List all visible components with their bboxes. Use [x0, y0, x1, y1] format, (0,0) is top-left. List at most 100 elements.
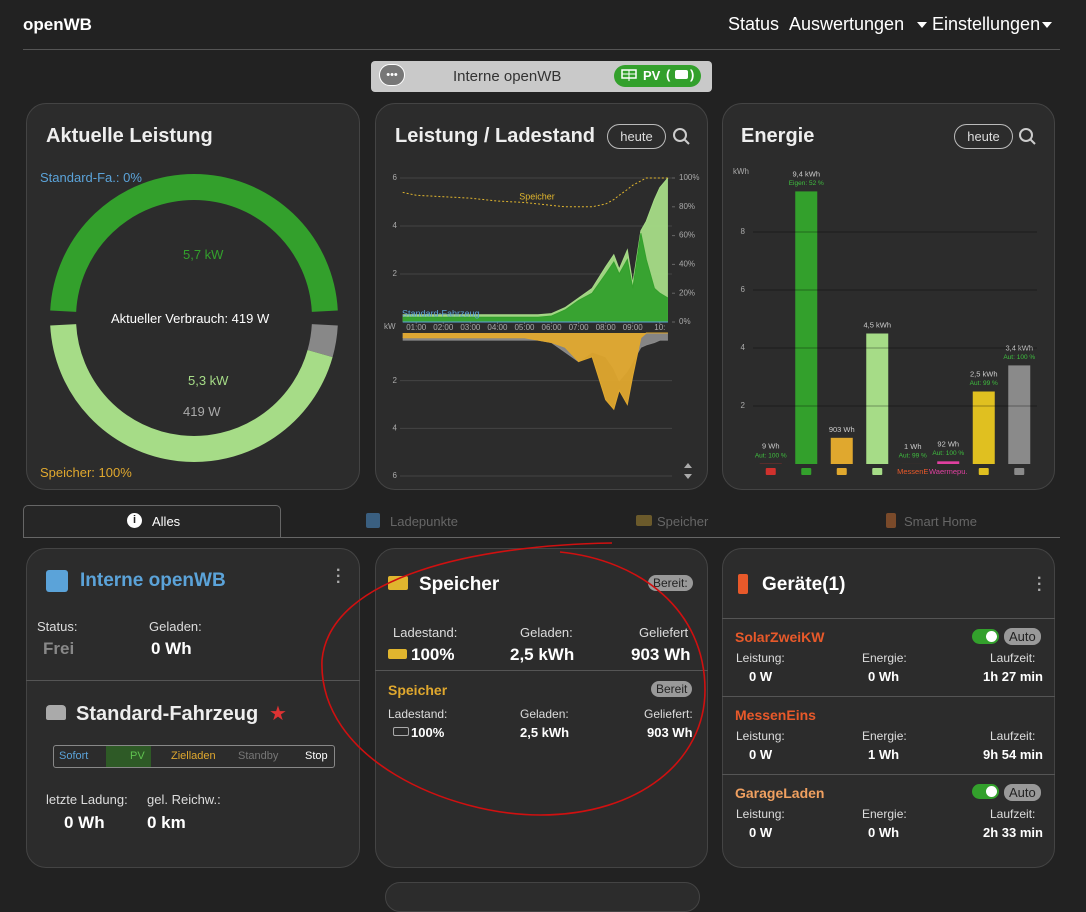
- value: 1h 27 min: [983, 669, 1043, 684]
- mode-badge[interactable]: Auto: [1004, 784, 1041, 801]
- divider: [23, 537, 1060, 538]
- label: Geliefert: [639, 625, 688, 640]
- tab[interactable]: Alles: [152, 514, 180, 529]
- tab[interactable]: Ladepunkte: [390, 514, 458, 529]
- value: 9h 54 min: [983, 747, 1043, 762]
- mode-button[interactable]: Zielladen: [171, 750, 216, 762]
- card-title: Geräte(1): [762, 574, 845, 596]
- nav-link[interactable]: Status: [728, 14, 779, 35]
- mode-button[interactable]: Stop: [305, 750, 328, 762]
- bracket: (: [666, 67, 670, 82]
- label: letzte Ladung:: [46, 792, 128, 807]
- pv-power: 5,7 kW: [183, 247, 223, 262]
- bracket: ): [690, 67, 694, 82]
- label: Status:: [37, 619, 77, 634]
- toggle[interactable]: [972, 784, 999, 799]
- value: 0 W: [749, 825, 772, 840]
- plug-icon: [738, 574, 748, 594]
- value: 903 Wh: [631, 645, 691, 665]
- card: [385, 882, 700, 912]
- nav-link[interactable]: Auswertungen: [789, 14, 904, 35]
- value: 0 W: [749, 669, 772, 684]
- mode-badge[interactable]: Auto: [1004, 628, 1041, 645]
- divider: [375, 670, 708, 671]
- tab-icon: [366, 513, 380, 528]
- status-badge: Bereit: [651, 681, 692, 697]
- date-button[interactable]: heute: [607, 124, 666, 149]
- label: Geliefert:: [644, 707, 693, 721]
- card-title: Standard-Fahrzeug: [76, 703, 258, 726]
- value: 0 Wh: [151, 639, 192, 659]
- chargepoint-name: Interne openWB: [453, 68, 561, 85]
- card-title: Energie: [741, 125, 814, 148]
- toggle[interactable]: [972, 629, 999, 644]
- value: 0 Wh: [868, 825, 899, 840]
- soc-icon: [393, 727, 409, 736]
- label: Leistung:: [736, 729, 785, 743]
- mode: PV: [643, 68, 660, 83]
- label: Laufzeit:: [990, 651, 1035, 665]
- menu-button[interactable]: •••: [379, 64, 405, 86]
- tab[interactable]: Speicher: [657, 514, 708, 529]
- divider: [722, 774, 1055, 775]
- brand[interactable]: openWB: [23, 15, 92, 35]
- date-button[interactable]: heute: [954, 124, 1013, 149]
- value: 0 km: [147, 813, 186, 833]
- label: gel. Reichw.:: [147, 792, 221, 807]
- chargepoint-icon: [46, 570, 68, 592]
- pv-icon: [621, 68, 637, 82]
- card: [375, 103, 708, 490]
- card-title: Interne openWB: [80, 570, 226, 592]
- value: 1 Wh: [868, 747, 899, 762]
- kebab-menu[interactable]: ···: [336, 568, 341, 586]
- divider: [722, 618, 1055, 619]
- label: Laufzeit:: [990, 807, 1035, 821]
- car-icon: [46, 705, 66, 720]
- consumption: Aktueller Verbrauch: 419 W: [111, 311, 269, 326]
- status-badge: Bereit:: [648, 575, 693, 591]
- nav-link[interactable]: Einstellungen: [932, 14, 1040, 35]
- card: [722, 103, 1055, 490]
- value: Frei: [43, 639, 74, 659]
- soc-icon: [388, 649, 407, 659]
- card-title: Aktuelle Leistung: [46, 125, 213, 148]
- label: Geladen:: [520, 625, 573, 640]
- label: Leistung:: [736, 651, 785, 665]
- mode-button[interactable]: Standby: [238, 750, 278, 762]
- device-name: GarageLaden: [735, 785, 824, 801]
- value: 0 Wh: [868, 669, 899, 684]
- device-name: SolarZweiKW: [735, 629, 824, 645]
- mode-button[interactable]: Sofort: [59, 750, 88, 762]
- label: Leistung:: [736, 807, 785, 821]
- value: 0 Wh: [64, 813, 105, 833]
- value: 0 W: [749, 747, 772, 762]
- info-icon: i: [127, 513, 142, 528]
- value: 903 Wh: [647, 725, 693, 740]
- battery-icon: [388, 576, 408, 590]
- label: Ladestand:: [393, 625, 457, 640]
- value: 2,5 kWh: [520, 725, 569, 740]
- tab-icon: [636, 515, 652, 526]
- card-title: Speicher: [419, 574, 499, 596]
- tab[interactable]: Smart Home: [904, 514, 977, 529]
- label: Ladestand:: [388, 707, 447, 721]
- value: 2h 33 min: [983, 825, 1043, 840]
- value: 100%: [411, 645, 454, 665]
- card-title: Leistung / Ladestand: [395, 125, 595, 148]
- label: Laufzeit:: [990, 729, 1035, 743]
- label: Geladen:: [149, 619, 202, 634]
- divider: [26, 680, 360, 681]
- value: 100%: [411, 725, 444, 740]
- battery-name: Speicher: [388, 682, 447, 698]
- mode-button[interactable]: PV: [130, 750, 145, 762]
- vehicle-soc: Standard-Fa.: 0%: [40, 170, 142, 185]
- page: {"navbar":{"brand":"openWB","links":["St…: [0, 0, 1086, 888]
- label: Energie:: [862, 807, 907, 821]
- favorite-icon[interactable]: ★: [269, 701, 287, 726]
- label: Energie:: [862, 729, 907, 743]
- label: Energie:: [862, 651, 907, 665]
- battery-icon: [675, 70, 688, 79]
- grid-power: 5,3 kW: [188, 373, 228, 388]
- kebab-menu[interactable]: ···: [1037, 576, 1042, 594]
- divider: [722, 696, 1055, 697]
